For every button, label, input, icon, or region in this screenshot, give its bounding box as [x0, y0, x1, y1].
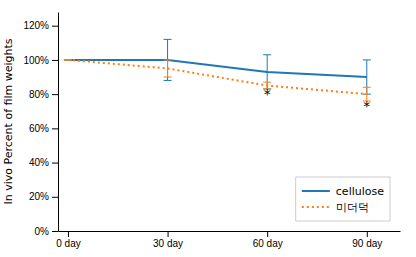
- tick: 40%: [29, 157, 58, 168]
- tick-mark: [52, 94, 58, 95]
- y-axis-title: In vivo Percent of film weights: [2, 38, 15, 204]
- tick: 100%: [23, 55, 58, 66]
- x-axis: 0 day 30 day 60 day 90 day: [56, 231, 400, 249]
- tick-mark: [52, 163, 58, 164]
- tick: 20%: [29, 191, 58, 202]
- tick: 80%: [29, 89, 58, 100]
- error-whisker: [267, 55, 268, 89]
- annotations: **: [264, 86, 371, 114]
- tick-label: 20%: [29, 191, 49, 202]
- legend-label: 미더덕: [336, 201, 369, 214]
- tick: 60%: [29, 123, 58, 134]
- error-cap: [164, 39, 172, 40]
- series: [64, 39, 371, 94]
- annotation: *: [264, 86, 271, 102]
- tick-mark: [367, 231, 368, 237]
- tick-mark: [52, 197, 58, 198]
- tick-label: 60%: [29, 123, 49, 134]
- legend-label: cellulose: [336, 185, 384, 198]
- tick-label: 90 day: [352, 238, 382, 249]
- tick: 120%: [23, 20, 58, 31]
- annotation: *: [363, 98, 370, 114]
- error-bar: [164, 60, 172, 77]
- line: [68, 60, 367, 94]
- tick-label: 0%: [35, 226, 50, 237]
- error-bar: [164, 39, 172, 80]
- axis-line: [58, 13, 59, 232]
- tick-label: 100%: [23, 55, 49, 66]
- tick-mark: [52, 128, 58, 129]
- tick-mark: [68, 231, 69, 237]
- error-cap: [164, 77, 172, 78]
- error-cap: [263, 82, 271, 83]
- tick: 0%: [35, 226, 58, 237]
- error-bar: [263, 55, 271, 89]
- error-cap: [164, 80, 172, 81]
- chart: 0 day 30 day 60 day 90 day 0% 20% 40% 60% 80% 100…: [0, 0, 416, 257]
- error-cap: [64, 59, 72, 60]
- tick-mark: [168, 231, 169, 237]
- tick: 30 day: [153, 231, 183, 249]
- tick: 60 day: [253, 231, 283, 249]
- tick-label: 80%: [29, 89, 49, 100]
- tick: 0 day: [56, 231, 80, 249]
- error-cap: [363, 87, 371, 88]
- marks: [64, 39, 371, 101]
- error-whisker: [167, 60, 168, 77]
- legend-swatch: [302, 190, 330, 192]
- axis-line: [59, 231, 401, 232]
- plot: 0 day 30 day 60 day 90 day 0% 20% 40% 60% 80% 100…: [2, 13, 401, 250]
- error-cap: [363, 59, 371, 60]
- legend-swatch: [302, 206, 330, 208]
- line: [68, 60, 367, 77]
- error-cap: [64, 59, 72, 60]
- error-cap: [64, 59, 72, 60]
- legend: cellulose 미더덕: [296, 177, 390, 221]
- error-bar: [64, 59, 72, 60]
- tick-label: 120%: [23, 20, 49, 31]
- error-cap: [263, 54, 271, 55]
- tick-label: 60 day: [253, 238, 283, 249]
- tick-label: 30 day: [153, 238, 183, 249]
- series: [64, 60, 371, 101]
- error-cap: [164, 59, 172, 60]
- tick-mark: [52, 26, 58, 27]
- error-cap: [64, 59, 72, 60]
- tick: 90 day: [352, 231, 382, 249]
- tick-mark: [52, 231, 58, 232]
- y-axis: 0% 20% 40% 60% 80% 100% 120%: [23, 13, 58, 237]
- error-bar: [64, 59, 72, 60]
- tick-mark: [52, 60, 58, 61]
- tick-label: 40%: [29, 157, 49, 168]
- tick-mark: [267, 231, 268, 237]
- legend-frame: [296, 177, 390, 221]
- tick-label: 0 day: [56, 238, 80, 249]
